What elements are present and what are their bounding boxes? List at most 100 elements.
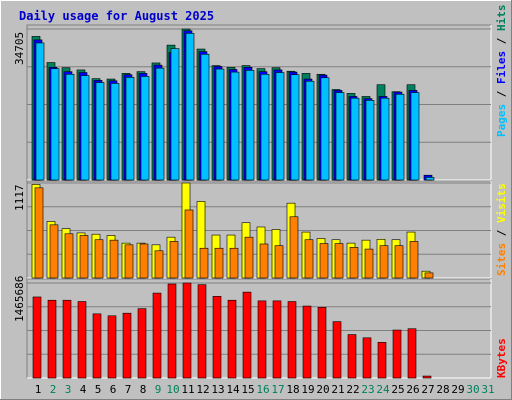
visits-panel-sites-bar-day-4 — [79, 235, 89, 279]
kbytes-panel-kbytes-bar-day-1 — [32, 296, 42, 379]
hits-panel-pages-bar-day-13 — [215, 68, 225, 181]
x-tick-label-day-16: 16 — [256, 383, 269, 396]
hits-panel-pages-bar-day-21 — [335, 92, 345, 181]
hits-panel-pages-bar-day-2 — [50, 68, 60, 181]
x-tick-label-day-6: 6 — [110, 383, 117, 396]
kbytes-panel — [26, 278, 492, 379]
kbytes-panel-kbytes-bar-day-12 — [197, 284, 207, 379]
kbytes-panel-kbytes-bar-day-4 — [77, 301, 87, 379]
kbytes-panel-kbytes-bar-day-11 — [182, 282, 192, 379]
visits-panel-sites-bar-day-25 — [394, 245, 404, 279]
kbytes-panel-kbytes-bar-day-22 — [347, 334, 357, 379]
kbytes-panel-kbytes-bar-day-26 — [407, 328, 417, 379]
x-axis-day-labels: 1 2 3 4 5 6 7 8 9 10 11 12 13 14 15 16 17 18 19 20 21 22 23 24 2… — [35, 383, 495, 396]
visits-panel-sites-bar-day-5 — [94, 239, 104, 279]
kbytes-panel-kbytes-bar-day-17 — [272, 300, 282, 379]
visits-panel-sites-bar-day-16 — [259, 243, 269, 279]
kbytes-panel-kbytes-bar-day-19 — [302, 305, 312, 379]
visits-panel-sites-bar-day-18 — [289, 216, 299, 279]
x-tick-label-day-9: 9 — [155, 383, 162, 396]
hits-panel-pages-bar-day-19 — [305, 80, 315, 181]
legend-files: Files — [495, 51, 508, 84]
legend-pages: Pages — [495, 104, 508, 137]
x-tick-label-day-13: 13 — [211, 383, 224, 396]
visits-panel-sites-bar-day-14 — [229, 247, 239, 279]
x-tick-label-day-21: 21 — [331, 383, 344, 396]
kbytes-panel-kbytes-bar-day-13 — [212, 296, 222, 379]
x-tick-label-day-5: 5 — [95, 383, 102, 396]
x-tick-label-day-19: 19 — [301, 383, 314, 396]
legend-separator-3: / — [495, 223, 508, 243]
visits-panel — [26, 180, 492, 279]
visits-panel-sites-bar-day-2 — [49, 224, 59, 279]
visits-ymax-label: 1117 — [13, 185, 26, 212]
visits-panel-sites-bar-day-19 — [304, 239, 314, 279]
hits-panel-pages-bar-day-27 — [425, 177, 435, 181]
x-tick-label-day-26: 26 — [406, 383, 419, 396]
hits-panel-pages-bar-day-15 — [245, 70, 255, 181]
visits-panel-sites-bar-day-8 — [139, 243, 149, 279]
x-tick-label-day-28: 28 — [436, 383, 449, 396]
x-tick-label-day-4: 4 — [80, 383, 87, 396]
hits-panel-pages-bar-day-23 — [365, 100, 375, 181]
visits-panel-sites-bar-day-9 — [154, 250, 164, 279]
visits-panel-sites-bar-day-23 — [364, 248, 374, 279]
hits-panel-pages-bar-day-1 — [35, 42, 45, 181]
hits-panel-pages-bar-day-12 — [200, 53, 210, 181]
x-tick-label-day-12: 12 — [196, 383, 209, 396]
hits-panel-pages-bar-day-24 — [380, 97, 390, 181]
hits-panel-pages-bar-day-5 — [95, 82, 105, 181]
kbytes-panel-kbytes-bar-day-8 — [137, 308, 147, 379]
x-tick-label-day-1: 1 — [35, 383, 42, 396]
kbytes-panel-kbytes-bar-day-9 — [152, 292, 162, 379]
visits-panel-legend: Sites / Visits — [495, 183, 508, 276]
visits-panel-sites-bar-day-26 — [409, 241, 419, 279]
visits-panel-sites-bar-day-15 — [244, 236, 254, 279]
kbytes-panel-kbytes-bar-day-14 — [227, 299, 237, 379]
visits-panel-sites-bar-day-17 — [274, 245, 284, 279]
hits-ymax-label: 34705 — [13, 32, 26, 65]
legend-visits: Visits — [495, 183, 508, 223]
visits-panel-sites-bar-day-13 — [214, 247, 224, 279]
visits-panel-sites-bar-day-7 — [124, 244, 134, 279]
visits-panel-sites-bar-day-22 — [349, 247, 359, 279]
x-tick-label-day-22: 22 — [346, 383, 359, 396]
kbytes-panel-kbytes-bar-day-2 — [47, 299, 57, 379]
legend-kbytes: KBytes — [495, 338, 508, 378]
x-tick-label-day-8: 8 — [140, 383, 147, 396]
legend-sites: Sites — [495, 243, 508, 276]
visits-panel-sites-bar-day-6 — [109, 239, 119, 279]
hits-panel-pages-bar-day-3 — [65, 73, 75, 181]
hits-panel-pages-bar-day-18 — [290, 74, 300, 181]
visits-panel-sites-bar-day-3 — [64, 233, 74, 279]
x-tick-label-day-20: 20 — [316, 383, 329, 396]
hits-panel-pages-bar-day-16 — [260, 73, 270, 181]
x-tick-label-day-27: 27 — [421, 383, 434, 396]
kbytes-panel-kbytes-bar-day-20 — [317, 307, 327, 379]
hits-panel-pages-bar-day-26 — [410, 92, 420, 181]
hits-panel-pages-bar-day-14 — [230, 71, 240, 181]
visits-panel-sites-bar-day-11 — [184, 209, 194, 279]
visits-panel-sites-bar-day-10 — [169, 241, 179, 279]
hits-panel-pages-bar-day-6 — [110, 83, 120, 181]
hits-panel-pages-bar-day-17 — [275, 72, 285, 181]
x-tick-label-day-7: 7 — [125, 383, 132, 396]
x-tick-label-day-29: 29 — [451, 383, 464, 396]
kbytes-panel-kbytes-bar-day-25 — [392, 329, 402, 379]
kbytes-panel-kbytes-bar-day-5 — [92, 313, 102, 379]
x-tick-label-day-25: 25 — [391, 383, 404, 396]
legend-separator-1: / — [495, 84, 508, 104]
hits-panel-pages-bar-day-20 — [320, 77, 330, 181]
chart-title: Daily usage for August 2025 — [19, 9, 214, 23]
hits-panel — [26, 24, 492, 181]
kbytes-panel-kbytes-bar-day-15 — [242, 291, 252, 379]
kbytes-panel-kbytes-bar-day-7 — [122, 312, 132, 379]
x-tick-label-day-30: 30 — [466, 383, 479, 396]
x-tick-label-day-24: 24 — [376, 383, 390, 396]
visits-panel-sites-bar-day-12 — [199, 247, 209, 279]
legend-separator-2: / — [495, 31, 508, 51]
kbytes-panel-kbytes-bar-day-3 — [62, 299, 72, 379]
kbytes-ymax-label: 1465686 — [13, 276, 26, 322]
x-tick-label-day-18: 18 — [286, 383, 299, 396]
